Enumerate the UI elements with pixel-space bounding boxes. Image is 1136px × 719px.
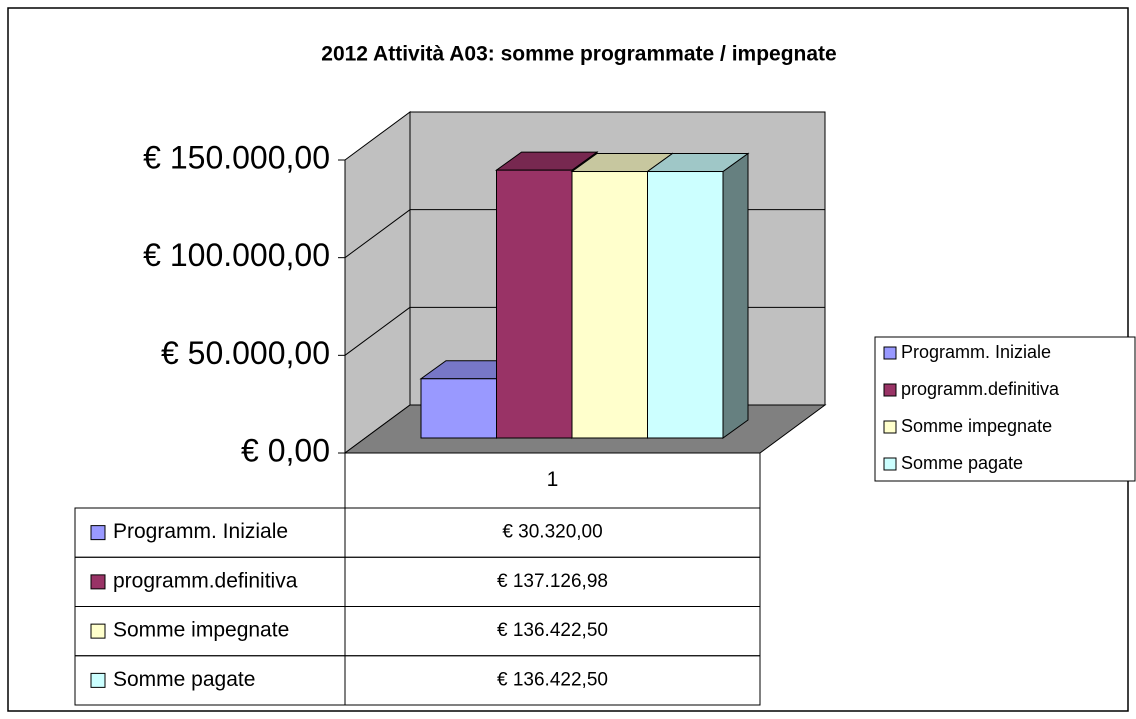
legend-label: Somme pagate bbox=[901, 453, 1023, 473]
grid-line bbox=[344, 306, 411, 356]
table-key bbox=[90, 623, 106, 639]
bar bbox=[647, 171, 724, 439]
table-key bbox=[90, 574, 106, 590]
table-value: € 136.422,50 bbox=[497, 620, 608, 641]
legend-label: Somme impegnate bbox=[901, 416, 1052, 436]
y-tick-label: € 100.000,00 bbox=[143, 237, 330, 273]
table-series-name: Somme pagate bbox=[113, 668, 255, 691]
table-row bbox=[74, 655, 761, 706]
bar bbox=[420, 378, 497, 439]
table-series-name: Somme impegnate bbox=[113, 619, 289, 642]
legend-key bbox=[883, 383, 897, 397]
bar-side bbox=[722, 152, 749, 439]
y-tick-label: € 50.000,00 bbox=[161, 335, 330, 371]
side-wall bbox=[344, 111, 411, 454]
legend-key bbox=[883, 457, 897, 471]
bar bbox=[496, 169, 573, 439]
table-key bbox=[90, 672, 106, 688]
legend-key bbox=[883, 420, 897, 434]
legend-label: programm.definitiva bbox=[901, 379, 1060, 399]
grid-line bbox=[344, 209, 411, 259]
legend-box bbox=[874, 336, 1136, 482]
table-value: € 136.422,50 bbox=[497, 669, 608, 690]
bar bbox=[571, 171, 648, 439]
table-series-name: programm.definitiva bbox=[113, 569, 298, 592]
x-tick-label: 1 bbox=[547, 468, 559, 491]
table-value: € 30.320,00 bbox=[502, 522, 602, 543]
legend-key bbox=[883, 346, 897, 360]
table-value: € 137.126,98 bbox=[497, 571, 608, 592]
y-tick-label: € 0,00 bbox=[241, 432, 330, 468]
table-series-name: Programm. Iniziale bbox=[113, 520, 288, 543]
chart-title: 2012 Attività A03: somme programmate / i… bbox=[321, 43, 836, 66]
legend-label: Programm. Iniziale bbox=[901, 342, 1051, 362]
table-key bbox=[90, 525, 106, 541]
y-tick-label: € 150.000,00 bbox=[143, 139, 330, 175]
